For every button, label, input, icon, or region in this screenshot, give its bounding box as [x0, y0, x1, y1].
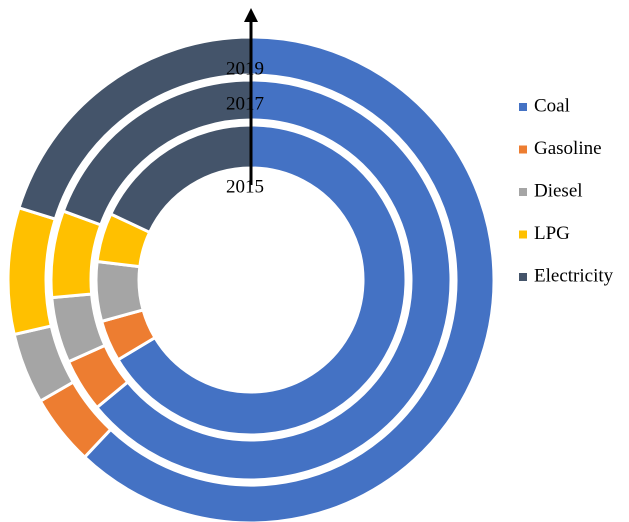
ring-segment: [49, 209, 103, 300]
ring-segment: [82, 35, 496, 522]
legend-swatch: [519, 273, 527, 281]
legend-swatch: [519, 188, 527, 196]
legend-swatch: [519, 230, 527, 239]
ring-segment: [94, 259, 145, 324]
ring-segment: [116, 123, 408, 437]
ring-segment: [6, 205, 58, 337]
legend-label: Gasoline: [534, 138, 602, 159]
ring-label: 2017: [226, 93, 264, 114]
arrow-head: [244, 8, 258, 22]
legend-label: LPG: [534, 223, 570, 244]
legend-label: Electricity: [534, 265, 614, 286]
legend-label: Diesel: [534, 180, 583, 201]
ring-label: 2015: [226, 176, 264, 197]
legend-swatch: [519, 145, 527, 154]
legend-label: Coal: [534, 95, 570, 116]
ring-label: 2019: [226, 58, 264, 79]
ring-segment: [94, 78, 453, 482]
legend-swatch: [519, 103, 527, 111]
